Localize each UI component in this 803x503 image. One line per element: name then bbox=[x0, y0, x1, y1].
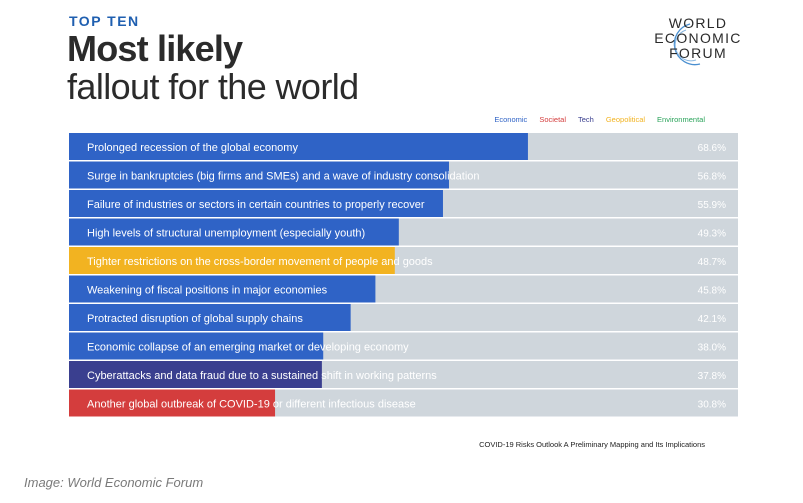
bar bbox=[69, 389, 276, 417]
bar bbox=[69, 247, 395, 274]
value-label: 48.7% bbox=[698, 257, 726, 268]
logo-line-1: WORLD bbox=[668, 15, 728, 31]
value-label: 30.8% bbox=[698, 399, 726, 410]
category-label: High levels of structural unemployment (… bbox=[87, 227, 365, 239]
category-label: Surge in bankruptcies (big firms and SME… bbox=[87, 170, 480, 182]
value-label: 45.8% bbox=[698, 285, 726, 296]
legend-economic: Economic bbox=[494, 115, 528, 124]
page-subtitle: fallout for the world bbox=[67, 66, 359, 107]
category-label: Weakening of fiscal positions in major e… bbox=[87, 284, 328, 296]
kicker-label: TOP TEN bbox=[69, 13, 140, 29]
page-title: Most likely bbox=[67, 28, 243, 69]
wef-logo-arc bbox=[673, 23, 701, 66]
legend-societal: Societal bbox=[539, 115, 566, 124]
bar bbox=[69, 361, 322, 388]
bar-chart: Prolonged recession of the global econom… bbox=[69, 133, 738, 417]
bar bbox=[69, 275, 376, 303]
legend-environmental: Environmental bbox=[657, 115, 705, 124]
logo-line-2: ECONOMIC bbox=[654, 30, 742, 46]
value-label: 56.8% bbox=[698, 171, 726, 182]
value-label: 38.0% bbox=[698, 342, 726, 353]
bar bbox=[69, 304, 351, 331]
bar bbox=[69, 161, 449, 189]
category-label: Cyberattacks and data fraud due to a sus… bbox=[87, 370, 437, 382]
value-label: 55.9% bbox=[698, 200, 726, 211]
bar bbox=[69, 133, 528, 160]
category-label: Another global outbreak of COVID-19 or d… bbox=[87, 398, 416, 410]
value-label: 37.8% bbox=[698, 371, 726, 382]
bar bbox=[69, 332, 324, 360]
infographic-card: TOP TEN Most likely fallout for the worl… bbox=[67, 13, 746, 449]
category-label: Failure of industries or sectors in cert… bbox=[87, 199, 425, 211]
category-label: Protracted disruption of global supply c… bbox=[87, 313, 303, 325]
bar bbox=[69, 190, 443, 217]
legend: Economic Societal Tech Geopolitical Envi… bbox=[494, 115, 705, 124]
image-credit: Image: World Economic Forum bbox=[24, 475, 204, 490]
value-label: 68.6% bbox=[698, 143, 726, 154]
category-label: Economic collapse of an emerging market … bbox=[87, 341, 409, 353]
legend-geopolitical: Geopolitical bbox=[605, 115, 646, 124]
legend-tech: Tech bbox=[578, 115, 594, 124]
bar bbox=[69, 218, 399, 246]
category-label: Prolonged recession of the global econom… bbox=[87, 142, 298, 154]
value-label: 42.1% bbox=[698, 314, 726, 325]
logo-line-3: FORUM bbox=[669, 45, 727, 61]
wef-logo: WORLD ECONOMIC FORUM bbox=[650, 16, 746, 74]
value-label: 49.3% bbox=[698, 228, 726, 239]
category-label: Tighter restrictions on the cross-border… bbox=[87, 256, 433, 268]
source-note: COVID-19 Risks Outlook A Preliminary Map… bbox=[479, 440, 705, 449]
